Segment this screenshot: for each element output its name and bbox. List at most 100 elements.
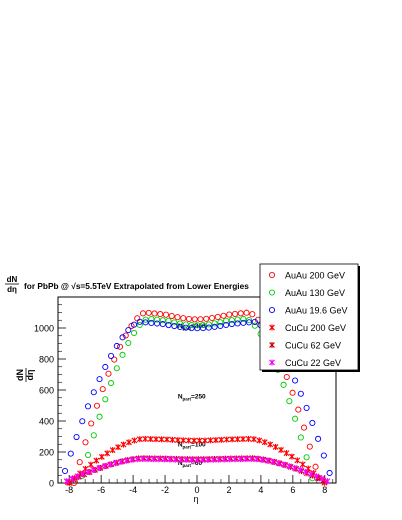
data-point bbox=[180, 437, 187, 444]
data-point bbox=[154, 320, 161, 327]
data-point bbox=[315, 435, 322, 442]
data-point bbox=[188, 456, 195, 463]
data-points bbox=[61, 309, 333, 487]
y-tick-label: 400 bbox=[39, 417, 54, 427]
legend: AuAu 200 GeV AuAu 130 GeV AuAu 19.6 GeV CuC… bbox=[259, 263, 360, 372]
data-point bbox=[223, 436, 230, 443]
data-point bbox=[188, 325, 195, 332]
data-point bbox=[125, 339, 132, 347]
data-point bbox=[107, 461, 114, 468]
data-point bbox=[185, 315, 193, 322]
y-tick-label: 200 bbox=[39, 448, 54, 458]
data-point bbox=[240, 436, 246, 443]
data-point bbox=[183, 456, 190, 463]
data-point bbox=[295, 406, 302, 413]
data-point bbox=[204, 456, 211, 463]
data-point bbox=[168, 312, 175, 320]
legend-marker bbox=[268, 271, 276, 279]
annotation: Npart=250 bbox=[178, 394, 206, 402]
data-point bbox=[166, 456, 173, 463]
y-tick-label: 800 bbox=[39, 355, 54, 365]
series-auau-200-gev bbox=[70, 309, 319, 487]
data-point bbox=[67, 450, 74, 457]
data-point bbox=[85, 468, 92, 475]
data-point bbox=[196, 437, 203, 444]
data-point bbox=[217, 322, 224, 329]
data-point bbox=[113, 365, 120, 372]
legend-label: CuCu 22 GeV bbox=[285, 358, 341, 368]
data-point bbox=[88, 420, 95, 427]
data-point bbox=[131, 321, 138, 328]
data-point bbox=[90, 389, 97, 396]
data-point bbox=[90, 466, 97, 473]
data-point bbox=[174, 437, 181, 444]
data-point bbox=[142, 316, 149, 323]
data-point bbox=[205, 321, 212, 328]
data-point bbox=[218, 436, 225, 443]
data-point bbox=[136, 321, 143, 329]
data-point bbox=[116, 343, 124, 350]
data-point bbox=[180, 315, 187, 322]
data-point bbox=[148, 315, 155, 323]
data-point bbox=[126, 439, 132, 446]
data-point bbox=[207, 437, 214, 444]
y-axis-label: dN dη bbox=[15, 368, 35, 382]
data-point bbox=[308, 471, 315, 478]
x-axis: -8 -6 -4 -2 0 2 4 6 8 bbox=[60, 475, 334, 495]
svg-text:dη: dη bbox=[25, 370, 35, 381]
x-tick-label: 0 bbox=[194, 485, 199, 495]
x-tick-label: -6 bbox=[97, 485, 105, 495]
data-point bbox=[203, 315, 210, 322]
data-point bbox=[104, 450, 111, 457]
data-point bbox=[182, 321, 189, 328]
data-point bbox=[102, 363, 109, 371]
data-point bbox=[79, 418, 86, 425]
y-tick-label: 0 bbox=[49, 479, 54, 489]
data-point bbox=[74, 473, 81, 480]
data-point bbox=[309, 419, 316, 427]
annotation: Npart=60 bbox=[178, 460, 203, 468]
data-point bbox=[280, 461, 287, 468]
data-point bbox=[191, 316, 198, 323]
data-point bbox=[200, 321, 207, 329]
data-point bbox=[171, 319, 178, 326]
data-point bbox=[165, 321, 172, 329]
data-point bbox=[99, 386, 106, 393]
data-point bbox=[154, 316, 161, 323]
data-point bbox=[221, 456, 228, 463]
data-point bbox=[87, 461, 94, 468]
data-point bbox=[73, 433, 80, 441]
data-point bbox=[96, 413, 103, 420]
data-point bbox=[261, 439, 268, 446]
data-point bbox=[153, 436, 160, 443]
data-point bbox=[291, 465, 298, 472]
data-point bbox=[145, 456, 152, 463]
y-tick-label: 600 bbox=[39, 386, 54, 396]
data-point bbox=[292, 415, 299, 422]
data-point bbox=[177, 456, 184, 463]
x-axis-label: η bbox=[193, 494, 198, 504]
data-point bbox=[283, 450, 290, 457]
data-point bbox=[164, 436, 170, 443]
data-point bbox=[82, 439, 89, 446]
data-point bbox=[246, 317, 253, 324]
data-point bbox=[119, 351, 126, 358]
data-point bbox=[115, 444, 121, 451]
data-point bbox=[229, 436, 236, 443]
svg-text:dN: dN bbox=[15, 369, 25, 381]
data-point bbox=[275, 460, 282, 467]
data-point bbox=[205, 324, 212, 331]
data-point bbox=[280, 381, 287, 388]
data-point bbox=[84, 451, 92, 459]
data-point bbox=[157, 311, 164, 318]
data-point bbox=[324, 478, 331, 485]
data-point bbox=[112, 460, 119, 467]
legend-label: AuAu 200 GeV bbox=[285, 271, 345, 281]
chart-title: dN dη for PbPb @ √s=5.5TeV Extrapolated … bbox=[5, 275, 249, 294]
data-point bbox=[76, 459, 83, 466]
data-point bbox=[125, 327, 132, 334]
annotation: Npart=100 bbox=[178, 442, 206, 450]
data-point bbox=[177, 323, 184, 330]
